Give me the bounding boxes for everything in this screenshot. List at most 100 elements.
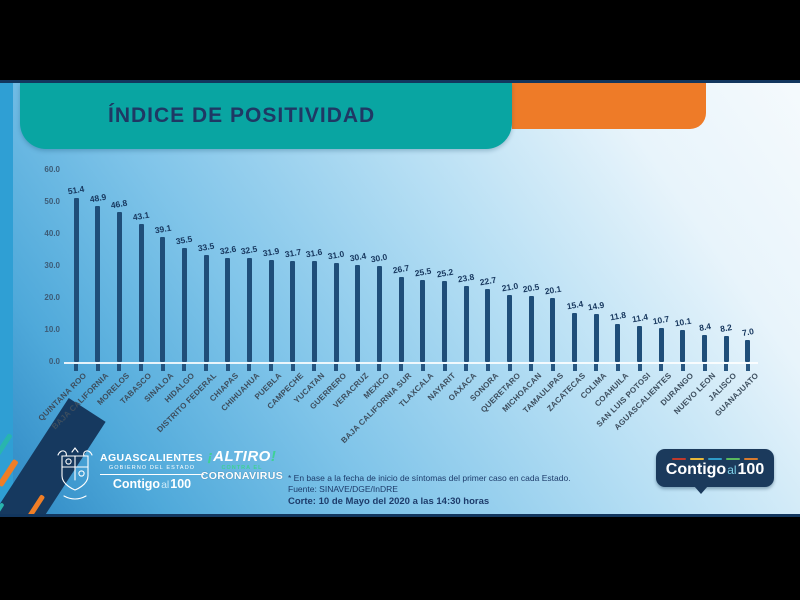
axis-tick	[377, 364, 382, 371]
footnote-line-1: * En base a la fecha de inicio de síntom…	[288, 473, 571, 483]
badge-dash	[672, 457, 686, 461]
slogan-word: Contigo	[112, 477, 161, 491]
axis-tick	[702, 364, 707, 371]
state-logo: AGUASCALIENTES GOBIERNO DEL ESTADO Conti…	[100, 452, 204, 491]
bar	[73, 197, 79, 362]
footnote: * En base a la fecha de inicio de síntom…	[288, 473, 571, 508]
bar	[463, 285, 469, 362]
axis-tick	[637, 364, 642, 371]
bar-value-label: 39.1	[153, 222, 172, 236]
footnote-line-3: Corte: 10 de Mayo del 2020 a las 14:30 h…	[288, 496, 490, 508]
y-axis-tick-label: 50.0	[44, 197, 60, 206]
axis-tick	[572, 364, 577, 371]
bar	[160, 236, 166, 362]
bar	[593, 314, 599, 362]
bar	[203, 254, 209, 362]
contigo-al-100-badge: Contigoal100	[656, 449, 774, 487]
axis-tick	[225, 364, 230, 371]
orange-accent-bar	[512, 83, 706, 129]
slide-background: ÍNDICE DE POSITIVIDAD 0.0 10.0 20.0 30.0 40.…	[0, 80, 800, 517]
slogan-num: 100	[170, 477, 192, 491]
bar	[138, 224, 144, 362]
footnote-line-2: Fuente: SINAVE/DGE/InDRE	[288, 484, 398, 495]
bar	[116, 212, 122, 362]
badge-num: 100	[737, 461, 765, 479]
axis-tick	[680, 364, 685, 371]
bar	[680, 329, 686, 362]
bar	[745, 339, 751, 362]
badge-dash	[744, 457, 758, 461]
bar	[225, 257, 231, 362]
badge-word: Contigo	[665, 461, 727, 479]
axis-tick	[247, 364, 252, 371]
state-logo-subtitle: GOBIERNO DEL ESTADO	[108, 465, 196, 471]
title-banner: ÍNDICE DE POSITIVIDAD	[20, 83, 512, 149]
bar	[528, 296, 534, 362]
axis-tick	[724, 364, 729, 371]
bar	[615, 324, 621, 362]
axis-tick	[420, 364, 425, 371]
badge-dash	[708, 457, 722, 461]
axis-tick	[594, 364, 599, 371]
axis-tick	[659, 364, 664, 371]
bar-value-label: 43.1	[131, 209, 151, 223]
bar	[355, 264, 361, 362]
state-logo-slogan: Contigoal100	[100, 474, 204, 491]
axis-tick	[269, 364, 274, 371]
badge-dash	[690, 457, 704, 461]
bar	[658, 327, 664, 362]
axis-tick	[334, 364, 339, 371]
altiro-exclamation-close: !	[270, 448, 277, 465]
altiro-exclamation-open: ¡	[207, 448, 214, 465]
bar	[268, 259, 274, 362]
altiro-middle-text: CONTRA EL	[221, 465, 263, 471]
speech-bubble-tail	[694, 486, 708, 494]
y-axis-tick-label: 0.0	[48, 357, 60, 366]
altiro-campaign-logo: ¡ALTIRO! CONTRA EL CORONAVIRUS	[194, 449, 290, 483]
bar	[398, 276, 404, 362]
badge-text: Contigoal100	[666, 462, 764, 478]
axis-tick	[139, 364, 144, 371]
bar	[572, 312, 578, 362]
altiro-title: ¡ALTIRO!	[194, 449, 290, 464]
bar	[723, 335, 729, 362]
y-axis-tick-label: 40.0	[44, 229, 60, 238]
axis-tick	[95, 364, 100, 371]
bar	[290, 260, 296, 362]
bar	[420, 280, 426, 362]
axis-tick	[550, 364, 555, 371]
bar	[376, 266, 382, 362]
bar	[507, 294, 513, 362]
axis-tick	[204, 364, 209, 371]
axis-tick	[464, 364, 469, 371]
badge-dash	[726, 457, 740, 461]
y-axis-tick-label: 60.0	[44, 165, 60, 174]
axis-tick	[485, 364, 490, 371]
badge-color-dashes	[672, 457, 758, 461]
left-edge-strip	[0, 83, 13, 514]
altiro-word: ALTIRO	[213, 448, 271, 465]
axis-tick	[529, 364, 534, 371]
axis-tick	[290, 364, 295, 371]
axis-tick	[117, 364, 122, 371]
bar	[485, 289, 491, 362]
axis-tick	[182, 364, 187, 371]
badge-mid: al	[727, 463, 737, 478]
y-axis-tick-label: 10.0	[44, 325, 60, 334]
axis-tick	[355, 364, 360, 371]
bar	[333, 262, 339, 362]
state-coat-of-arms-icon	[57, 447, 93, 500]
bar	[702, 335, 708, 362]
axis-tick	[745, 364, 750, 371]
bar	[637, 325, 643, 362]
bar	[95, 205, 101, 362]
bar	[442, 281, 447, 362]
axis-tick	[615, 364, 620, 371]
page-title: ÍNDICE DE POSITIVIDAD	[108, 104, 376, 127]
bar-chart: 0.0 10.0 20.0 30.0 40.0 50.0 60.0 51.4 QUINTANA …	[0, 83, 800, 514]
bar	[246, 258, 252, 362]
axis-tick	[74, 364, 78, 371]
axis-tick	[442, 364, 447, 371]
y-axis-tick-label: 30.0	[44, 261, 60, 270]
